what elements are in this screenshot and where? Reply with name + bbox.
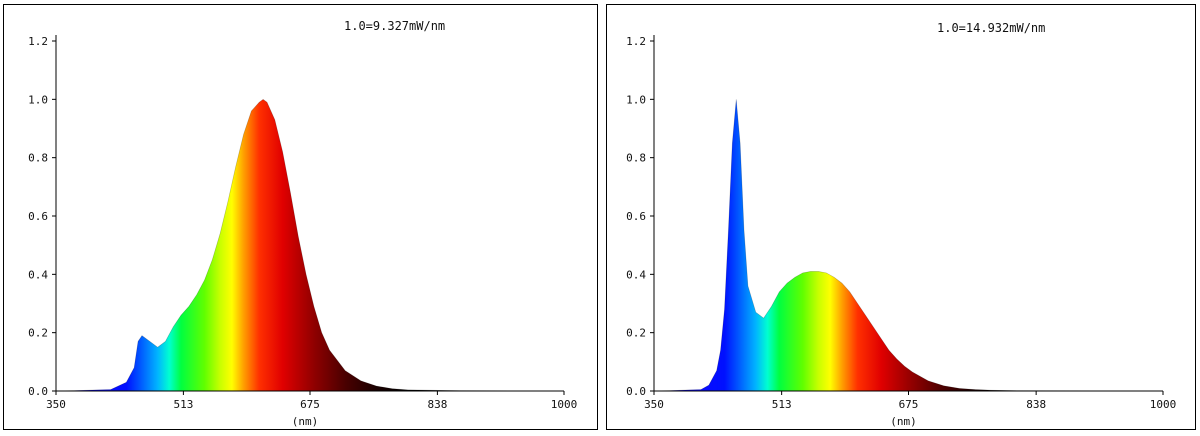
y-tick-label: 0.0 (28, 385, 48, 398)
y-tick-label: 0.0 (626, 385, 646, 398)
chart-panel-1: 0.0 0.2 0.4 0.6 0.8 1.0 1.2 350 513 675 838 1000 (nm… (3, 4, 598, 430)
x-tick-label: 350 (644, 398, 664, 411)
y-tick-label: 1.0 (28, 93, 48, 106)
scale-annotation: 1.0=9.327mW/nm (344, 19, 445, 33)
x-tick-label: 675 (300, 398, 320, 411)
x-tick-label: 513 (772, 398, 792, 411)
spectrum-chart-2: 0.0 0.2 0.4 0.6 0.8 1.0 1.2 350 513 675 838 1000 (nm… (626, 21, 1177, 428)
y-tick-label: 1.2 (626, 35, 646, 48)
x-axis-label: (nm) (292, 415, 319, 428)
y-tick-label: 0.8 (28, 152, 48, 165)
x-tick-label: 838 (1026, 398, 1046, 411)
x-tick-label: 350 (46, 398, 66, 411)
x-axis-label: (nm) (890, 415, 917, 428)
x-tick-label: 675 (899, 398, 919, 411)
y-tick-label: 0.8 (626, 152, 646, 165)
y-tick-label: 0.2 (626, 327, 646, 340)
y-tick-label: 1.2 (28, 35, 48, 48)
spectrum-line (653, 99, 1164, 392)
y-tick-label: 0.4 (28, 268, 48, 281)
scale-annotation: 1.0=14.932mW/nm (937, 21, 1045, 35)
x-tick-label: 838 (427, 398, 447, 411)
spectrum-chart-1: 0.0 0.2 0.4 0.6 0.8 1.0 1.2 350 513 675 838 1000 (nm… (28, 19, 578, 428)
x-tick-label: 1000 (551, 398, 578, 411)
x-tick-label: 1000 (1150, 398, 1177, 411)
y-tick-label: 0.4 (626, 268, 646, 281)
x-tick-label: 513 (173, 398, 193, 411)
spectrum-line (55, 98, 565, 392)
y-tick-label: 0.2 (28, 327, 48, 340)
spectrum-area (56, 99, 564, 391)
y-tick-label: 0.6 (626, 210, 646, 223)
y-tick-label: 1.0 (626, 93, 646, 106)
spectrum-area (654, 99, 1163, 391)
y-tick-label: 0.6 (28, 210, 48, 223)
chart-panel-2: 0.0 0.2 0.4 0.6 0.8 1.0 1.2 350 513 675 838 1000 (nm… (606, 4, 1196, 430)
